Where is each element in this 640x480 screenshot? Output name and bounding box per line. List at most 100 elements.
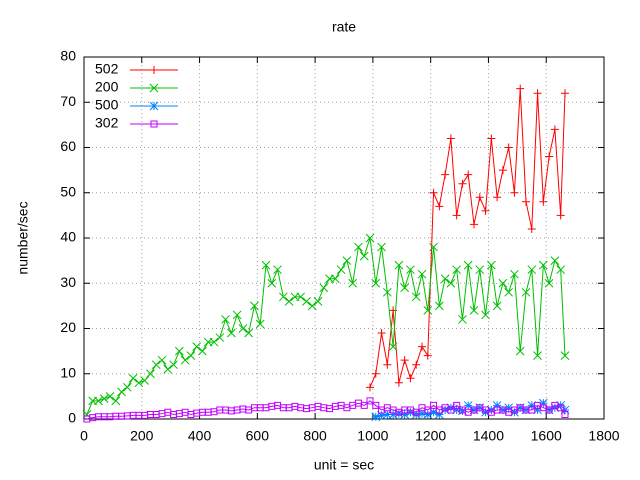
marker [498, 278, 508, 288]
marker [440, 405, 450, 415]
marker [382, 287, 392, 297]
y-tick-label: 80 [60, 48, 76, 64]
marker [481, 310, 490, 320]
marker [510, 269, 519, 279]
marker [545, 152, 554, 161]
marker [150, 66, 158, 74]
marker [493, 193, 502, 202]
marker [210, 408, 218, 416]
marker [417, 269, 427, 279]
marker [492, 301, 502, 311]
marker [527, 224, 536, 233]
marker [533, 351, 542, 361]
marker [187, 410, 195, 418]
marker [89, 414, 97, 422]
marker [447, 406, 455, 414]
marker [150, 120, 158, 128]
marker [505, 408, 513, 416]
marker [522, 197, 530, 206]
y-tick-label: 0 [68, 410, 76, 426]
marker [330, 274, 340, 284]
marker [412, 408, 420, 416]
marker [371, 412, 381, 422]
marker [434, 410, 444, 419]
marker [510, 188, 519, 197]
marker [157, 355, 167, 365]
marker [452, 265, 462, 275]
marker [561, 89, 569, 98]
marker [550, 256, 560, 265]
marker [464, 170, 473, 179]
marker [498, 166, 507, 175]
plot-frame [83, 56, 605, 420]
marker [388, 410, 398, 419]
y-tick-label: 60 [60, 138, 76, 154]
marker [516, 84, 525, 93]
marker [192, 342, 202, 351]
marker [463, 401, 473, 410]
marker [354, 242, 363, 252]
marker [463, 260, 473, 270]
y-tick-label: 50 [60, 183, 76, 199]
marker [446, 134, 455, 143]
marker [232, 310, 242, 320]
marker [550, 125, 559, 134]
marker [365, 233, 375, 243]
marker [255, 319, 265, 329]
marker [504, 143, 513, 152]
marker [349, 401, 357, 409]
marker [209, 337, 219, 347]
x-tick-label: 1600 [531, 428, 562, 444]
marker [366, 383, 374, 392]
marker [198, 346, 207, 356]
marker [348, 278, 358, 288]
marker [140, 376, 150, 385]
marker [556, 401, 566, 410]
y-tick-label: 70 [60, 93, 76, 109]
marker [418, 342, 426, 351]
marker [175, 410, 183, 418]
marker [481, 407, 490, 417]
marker [487, 408, 495, 416]
marker [343, 404, 351, 412]
marker [149, 83, 159, 93]
marker [458, 315, 467, 324]
marker [560, 405, 570, 415]
marker [388, 342, 398, 351]
marker [105, 392, 115, 401]
legend-label: 200 [95, 79, 119, 95]
marker [533, 405, 542, 415]
marker [510, 407, 519, 417]
marker [446, 403, 456, 413]
marker [394, 378, 403, 387]
marker [486, 405, 496, 415]
marker [180, 355, 190, 365]
marker [278, 292, 288, 302]
marker [215, 333, 225, 342]
marker [504, 287, 514, 297]
marker [556, 265, 566, 275]
marker [429, 188, 438, 197]
marker [152, 410, 160, 418]
marker [544, 278, 554, 288]
marker [99, 394, 109, 403]
marker [238, 324, 248, 333]
marker [170, 410, 178, 418]
marker [417, 409, 427, 418]
x-tick-label: 1200 [415, 428, 446, 444]
marker [382, 410, 392, 419]
marker [302, 405, 310, 413]
marker [336, 265, 346, 275]
marker [377, 242, 386, 252]
marker [394, 409, 404, 418]
marker [141, 411, 149, 419]
marker [464, 408, 472, 416]
marker [458, 179, 467, 188]
marker [262, 404, 270, 412]
series-line [369, 88, 566, 388]
series-line [86, 237, 566, 415]
marker [371, 278, 381, 288]
marker [371, 369, 380, 378]
marker [111, 396, 121, 406]
